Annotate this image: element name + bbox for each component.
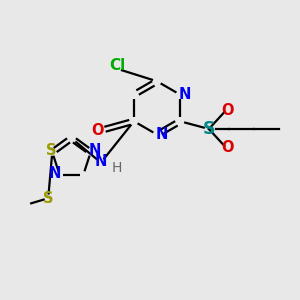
Text: O: O [221,103,233,118]
Text: O: O [91,123,104,138]
Text: N: N [49,166,61,181]
Text: N: N [179,87,191,102]
Text: N: N [88,143,101,158]
Text: Cl: Cl [109,58,125,74]
Text: O: O [221,140,233,155]
Text: S: S [46,143,56,158]
Text: N: N [95,154,107,169]
Text: S: S [43,191,53,206]
Text: N: N [156,127,168,142]
Text: H: H [111,161,122,175]
Text: S: S [202,120,215,138]
